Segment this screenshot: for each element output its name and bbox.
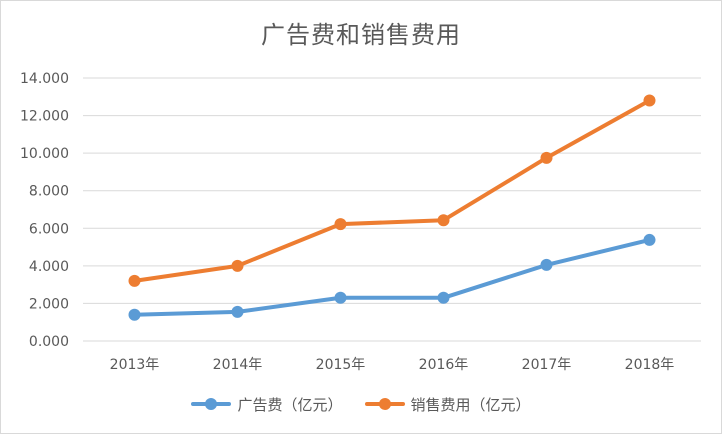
data-point [334, 218, 347, 231]
y-tick-label: 8.000 [29, 184, 69, 200]
data-point [231, 305, 244, 318]
legend: 广告费（亿元） 销售费用（亿元） [1, 389, 721, 419]
y-tick-label: 0.000 [29, 334, 69, 350]
series-line-0 [132, 237, 652, 317]
data-point [643, 94, 656, 107]
legend-swatch-sales-cost [364, 396, 405, 412]
data-point [540, 258, 553, 271]
data-point [437, 214, 450, 227]
data-point [231, 259, 244, 272]
legend-label-ad-cost: 广告费（亿元） [237, 395, 343, 414]
y-tick-label: 6.000 [29, 221, 69, 237]
data-point [643, 233, 656, 246]
x-tick-label: 2018年 [625, 357, 675, 373]
y-tick-label: 2.000 [29, 296, 69, 312]
chart-title: 广告费和销售费用 [261, 21, 461, 49]
x-tick-label: 2015年 [316, 357, 366, 373]
series-line-1 [132, 98, 652, 283]
x-tick-label: 2017年 [522, 357, 572, 373]
y-tick-label: 4.000 [29, 259, 69, 275]
x-tick-label: 2016年 [419, 357, 469, 373]
legend-swatch-ad-cost [191, 396, 232, 412]
x-tick-label: 2013年 [110, 357, 160, 373]
y-tick-label: 14.000 [20, 71, 69, 87]
data-point [540, 151, 553, 164]
data-point [334, 291, 347, 304]
data-point [128, 274, 141, 287]
y-tick-label: 12.000 [20, 109, 69, 125]
data-point [437, 291, 450, 304]
legend-label-sales-cost: 销售费用（亿元） [410, 395, 531, 414]
x-tick-label: 2014年 [213, 357, 263, 373]
y-tick-label: 10.000 [20, 146, 69, 162]
data-point [128, 308, 141, 321]
legend-item-sales-cost[interactable]: 销售费用（亿元） [364, 394, 531, 415]
legend-item-ad-cost[interactable]: 广告费（亿元） [191, 394, 343, 415]
